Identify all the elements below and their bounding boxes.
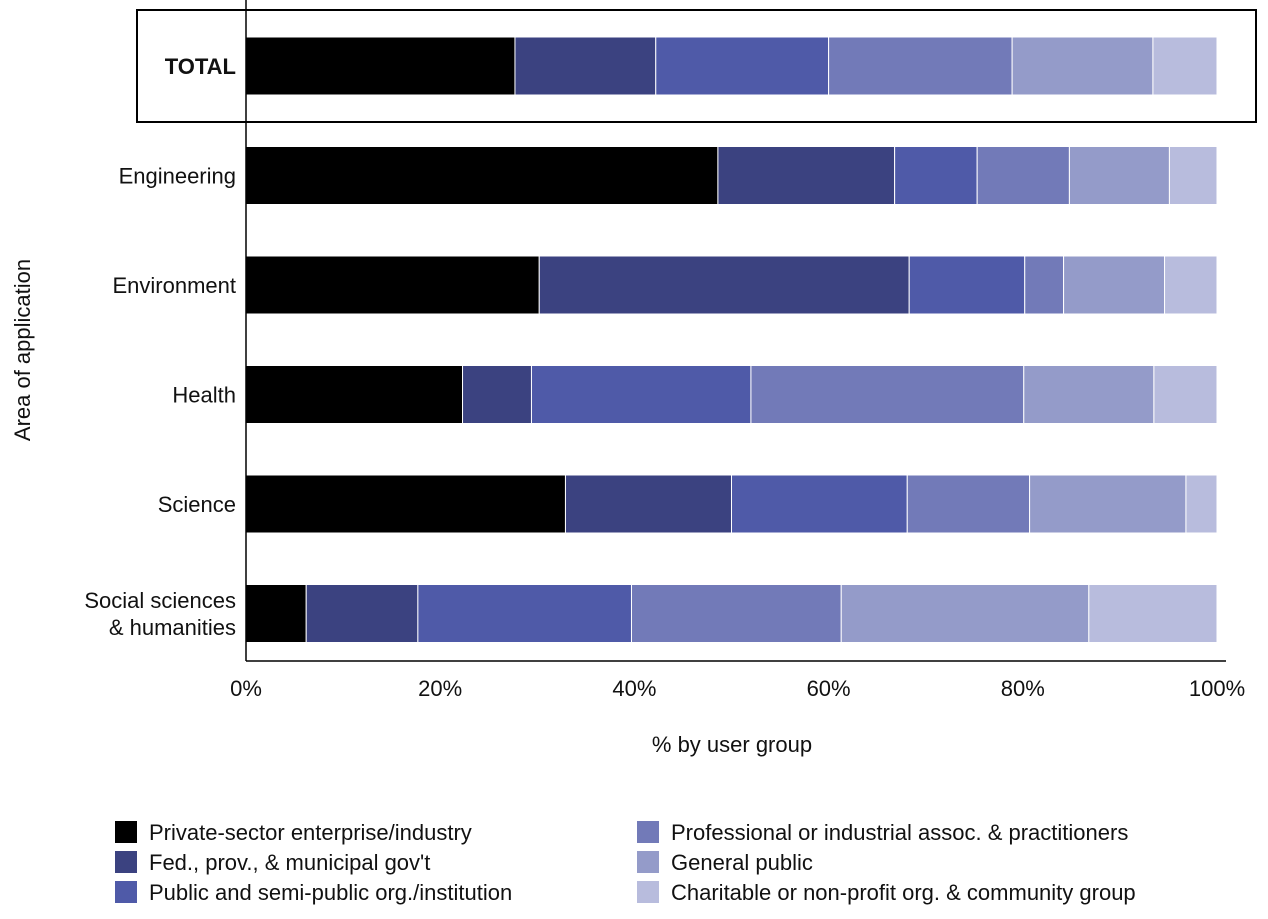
- bar-segment: [1011, 36, 1154, 96]
- bar-segment: [828, 36, 1013, 96]
- bar-segment: [462, 365, 532, 424]
- category-label: Health: [172, 383, 236, 408]
- x-axis-title: % by user group: [652, 732, 812, 757]
- bar-segment: [1164, 255, 1218, 315]
- x-tick-label: 80%: [1001, 676, 1045, 701]
- bar-segment: [245, 365, 464, 424]
- legend-swatch: [637, 821, 659, 843]
- bar-segment: [906, 474, 1031, 534]
- category-labels: TOTAL Engineering Environment Health Science…: [84, 54, 236, 640]
- category-label: Social sciences & humanities: [84, 588, 236, 640]
- category-label: Engineering: [119, 164, 236, 189]
- bar-segment: [1024, 255, 1065, 315]
- legend-label: Fed., prov., & municipal gov't: [149, 850, 430, 875]
- legend-label: Public and semi-public org./institution: [149, 880, 512, 905]
- legend-label: Private-sector enterprise/industry: [149, 820, 472, 845]
- legend-swatch: [637, 851, 659, 873]
- category-label: Science: [158, 492, 236, 517]
- bar-segment: [717, 146, 896, 205]
- x-tick-label: 60%: [807, 676, 851, 701]
- bar-segment: [245, 584, 307, 643]
- category-label: TOTAL: [165, 54, 236, 79]
- legend-swatch: [115, 881, 137, 903]
- highlight-frames: [136, 9, 1257, 123]
- x-tick-label: 100%: [1189, 676, 1245, 701]
- bar-segment: [245, 474, 566, 534]
- bar-segment: [1029, 474, 1187, 534]
- bar-segment: [530, 365, 752, 424]
- bar-segment: [840, 584, 1090, 643]
- bar-segment: [1068, 146, 1170, 205]
- bar-segment: [1168, 146, 1218, 205]
- legend: Private-sector enterprise/industry Fed., …: [115, 820, 1136, 905]
- bar-segment: [1185, 474, 1218, 534]
- x-tick-label: 20%: [418, 676, 462, 701]
- bar-segment: [1063, 255, 1166, 315]
- highlight-frame: [136, 9, 1257, 123]
- bar-segment: [750, 365, 1025, 424]
- bar-segment: [514, 36, 657, 96]
- legend-label: General public: [671, 850, 813, 875]
- bar-segment: [564, 474, 732, 534]
- category-label: Environment: [112, 273, 236, 298]
- bar-segment: [1023, 365, 1155, 424]
- bar-segment: [245, 36, 516, 96]
- legend-swatch: [115, 821, 137, 843]
- axes: [245, 0, 1226, 662]
- legend-label: Professional or industrial assoc. & prac…: [671, 820, 1128, 845]
- bar-segment: [1152, 36, 1218, 96]
- bar-segment: [630, 584, 842, 643]
- x-tick-labels: 0% 20% 40% 60% 80% 100%: [230, 676, 1245, 701]
- legend-swatch: [637, 881, 659, 903]
- bar-segment: [245, 255, 540, 315]
- x-tick-label: 0%: [230, 676, 262, 701]
- bar-segment: [908, 255, 1026, 315]
- bar-segment: [976, 146, 1070, 205]
- bar-segment: [894, 146, 978, 205]
- bar-segment: [731, 474, 908, 534]
- bar-segment: [245, 146, 719, 205]
- x-tick-label: 40%: [612, 676, 656, 701]
- bar-segment: [417, 584, 632, 643]
- bar-segment: [655, 36, 830, 96]
- bars: [245, 36, 1218, 643]
- bar-segment: [538, 255, 910, 315]
- legend-label: Charitable or non-profit org. & communit…: [671, 880, 1136, 905]
- bar-segment: [1088, 584, 1218, 643]
- bar-segment: [1153, 365, 1218, 424]
- y-axis-title: Area of application: [10, 259, 35, 441]
- legend-swatch: [115, 851, 137, 873]
- bar-segment: [305, 584, 419, 643]
